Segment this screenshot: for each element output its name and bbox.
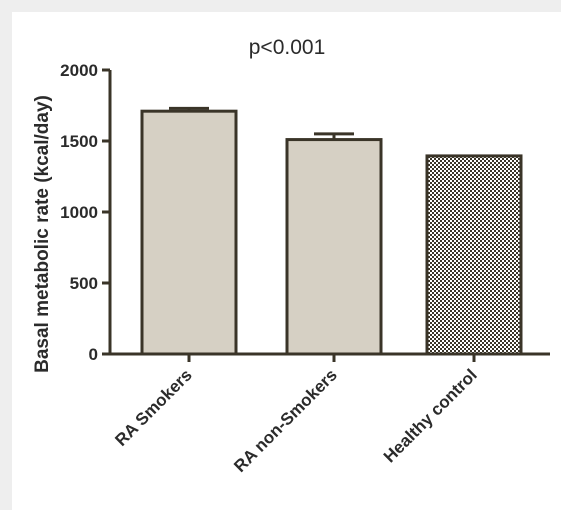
chart-title: p<0.001 <box>249 36 326 59</box>
bar <box>285 138 383 356</box>
y-tick-label: 500 <box>70 274 98 293</box>
plot-area: 0 500 1000 1500 2000 RA Smokers RA non-Smokers… <box>60 61 550 476</box>
y-axis-label: Basal metabolic rate (kcal/day) <box>32 95 53 373</box>
y-tick-label: 2000 <box>60 61 98 80</box>
bar-chart: p<0.001 Basal metabolic rate (kcal/day) … <box>32 36 550 476</box>
x-tick-label: RA non-Smokers <box>230 365 341 476</box>
x-tick-label: Healthy control <box>380 365 481 466</box>
y-tick-label: 1500 <box>60 132 98 151</box>
y-tick-label: 1000 <box>60 203 98 222</box>
y-tick-label: 0 <box>89 345 98 364</box>
bar <box>425 154 523 356</box>
x-tick-label: RA Smokers <box>111 365 195 449</box>
chart-frame: p<0.001 Basal metabolic rate (kcal/day) … <box>12 12 561 510</box>
bar <box>140 109 238 356</box>
